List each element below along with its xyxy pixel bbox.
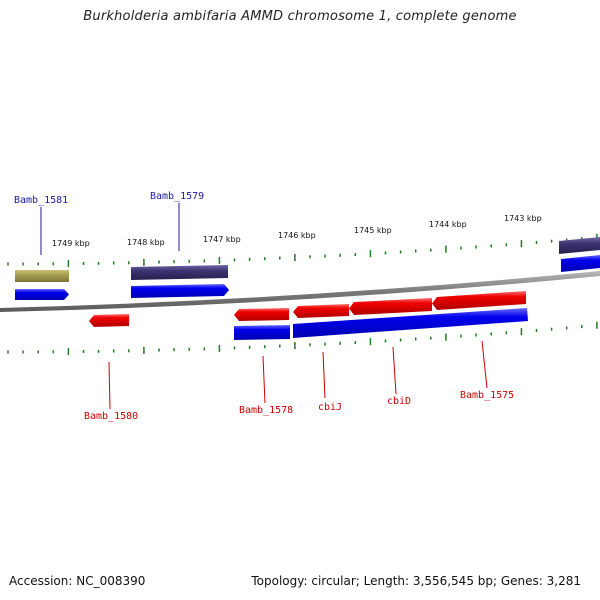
gene-bamb-1578-cds[interactable] xyxy=(234,325,290,340)
tick-label-1749: 1749 kbp xyxy=(52,239,90,248)
label-bamb-1580[interactable]: Bamb_1580 xyxy=(84,411,138,422)
gene-bamb-1578[interactable] xyxy=(234,308,289,321)
gene-operon-cds[interactable] xyxy=(293,308,528,338)
gene-cbid[interactable] xyxy=(349,298,432,315)
outer-tick-row xyxy=(7,233,598,268)
forward-strand-features xyxy=(15,237,600,300)
gene-cbij[interactable] xyxy=(293,304,349,318)
gene-labels: Bamb_1581 Bamb_1579 Bamb_1580 Bamb_1578 … xyxy=(14,191,514,422)
label-cbid[interactable]: cbiD xyxy=(387,396,411,407)
label-bamb-1575[interactable]: Bamb_1575 xyxy=(460,390,514,401)
gene-edge-cds[interactable] xyxy=(559,237,600,254)
label-cbij[interactable]: cbiJ xyxy=(318,402,342,413)
gene-bamb-1579[interactable] xyxy=(131,284,229,298)
label-leaders xyxy=(40,203,488,410)
map-title: Burkholderia ambifaria AMMD chromosome 1… xyxy=(83,9,517,24)
gene-edge[interactable] xyxy=(561,255,600,272)
tick-label-1748: 1748 kbp xyxy=(127,238,165,247)
label-bamb-1578[interactable]: Bamb_1578 xyxy=(239,405,293,416)
inner-tick-row xyxy=(7,321,598,356)
tick-label-1746: 1746 kbp xyxy=(278,231,316,240)
reverse-strand-features xyxy=(89,291,528,340)
gene-bamb-1575[interactable] xyxy=(432,291,526,310)
kbp-scale: 1749 kbp 1748 kbp 1747 kbp 1746 kbp 1745… xyxy=(52,214,542,248)
genome-summary: Topology: circular; Length: 3,556,545 bp… xyxy=(251,574,581,588)
tick-label-1744: 1744 kbp xyxy=(429,220,467,229)
label-bamb-1579[interactable]: Bamb_1579 xyxy=(150,191,204,202)
tick-label-1743: 1743 kbp xyxy=(504,214,542,223)
gene-bamb-1581[interactable] xyxy=(15,289,69,300)
tick-label-1747: 1747 kbp xyxy=(203,235,241,244)
gene-bamb-1581-pseudo[interactable] xyxy=(15,270,69,282)
tick-label-1745: 1745 kbp xyxy=(354,226,392,235)
genome-backbone xyxy=(0,271,600,312)
accession-label: Accession: NC_008390 xyxy=(9,574,146,588)
gene-bamb-1580[interactable] xyxy=(89,314,129,327)
label-bamb-1581[interactable]: Bamb_1581 xyxy=(14,195,68,206)
gene-bamb-1579-cds[interactable] xyxy=(131,265,228,280)
